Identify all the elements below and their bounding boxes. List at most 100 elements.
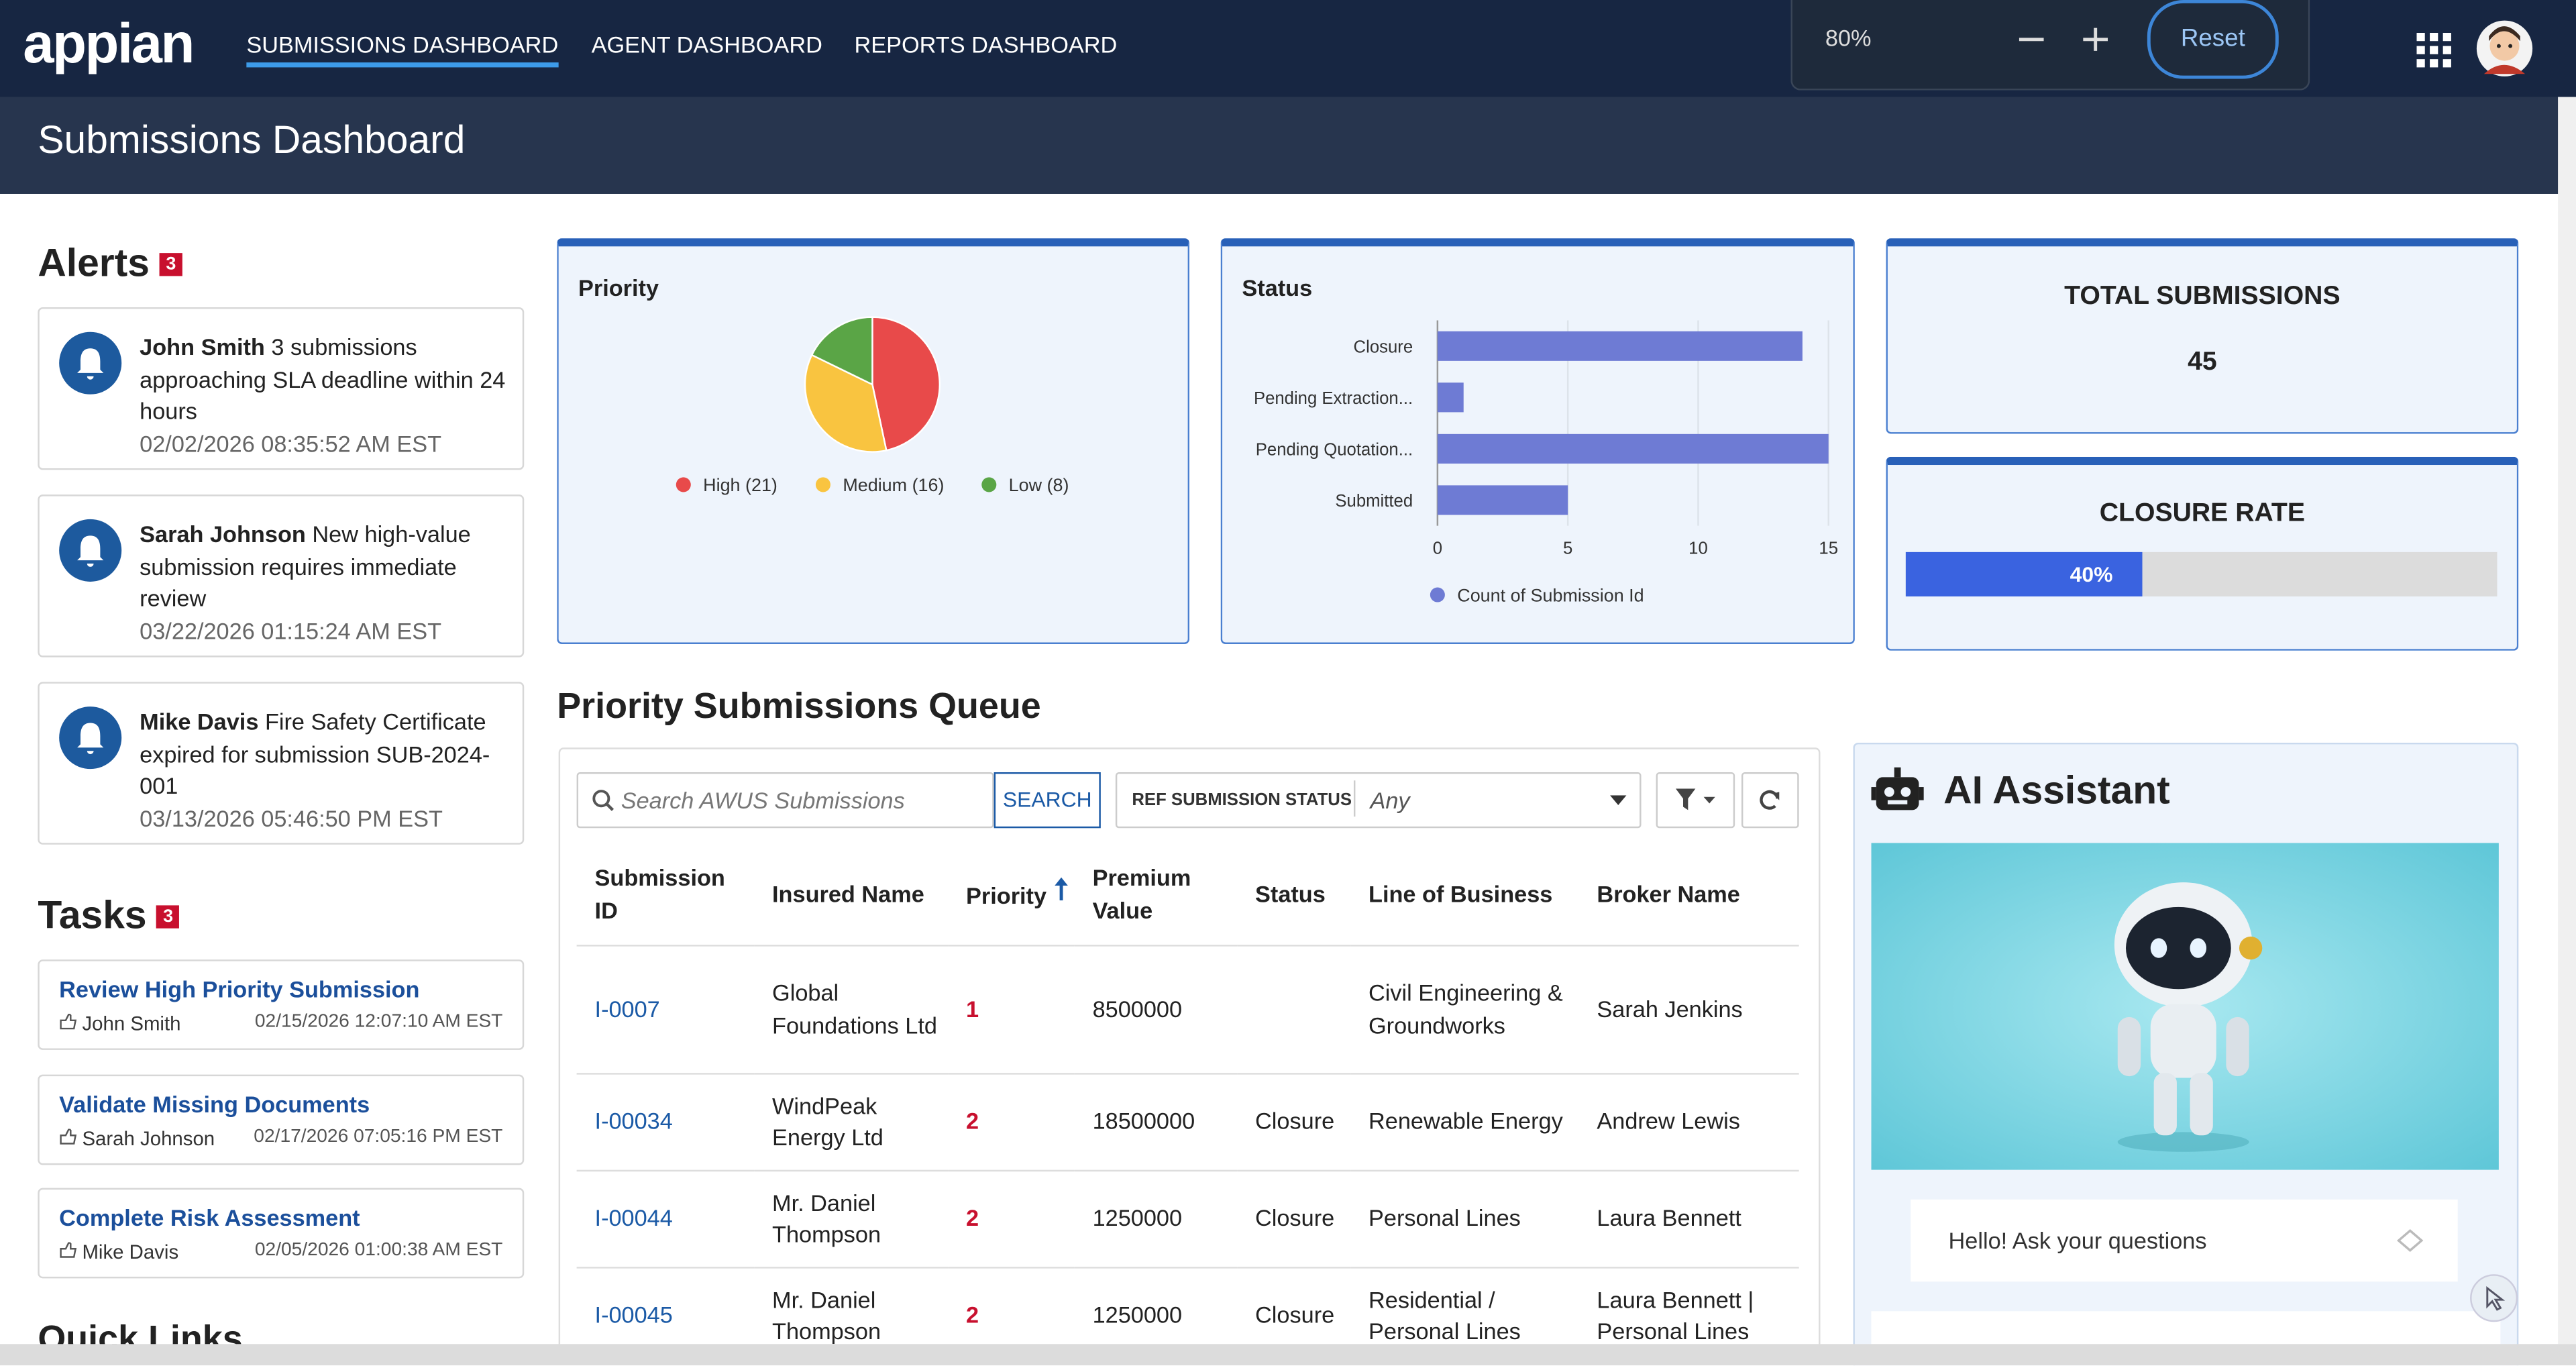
pie-chart: Priority High (21) Medium (16) Low (8) bbox=[578, 276, 1069, 495]
alert-name: Mike Davis bbox=[140, 708, 259, 735]
table-cell: Closure bbox=[1237, 1170, 1351, 1269]
tasks-count: 3 bbox=[156, 905, 180, 929]
dropdown-arrow bbox=[1610, 795, 1627, 806]
table-body: I-0007 Global Foundations Ltd 1 8500000 Civi… bbox=[576, 945, 1799, 1357]
logo[interactable]: appian bbox=[23, 13, 195, 76]
status-filter[interactable]: REF SUBMISSION STATUS Any bbox=[1115, 772, 1642, 829]
task-card[interactable]: Complete Risk Assessment Mike Davis 02/05/… bbox=[38, 1188, 525, 1279]
alert-text: Sarah Johnson New high-value submission … bbox=[140, 519, 509, 647]
x-tick-label: 15 bbox=[1819, 539, 1838, 558]
table-cell: 1250000 bbox=[1074, 1267, 1238, 1357]
robot-image bbox=[1871, 843, 2499, 1170]
scrollbar[interactable] bbox=[2558, 97, 2576, 1345]
table-cell[interactable]: I-00034 bbox=[576, 1073, 755, 1172]
x-tick-label: 0 bbox=[1433, 539, 1442, 558]
column-header: Line of Business bbox=[1350, 843, 1579, 947]
task-user-name: Sarah Johnson bbox=[82, 1127, 215, 1151]
filter-icon bbox=[1675, 788, 1715, 810]
task-card[interactable]: Validate Missing Documents Sarah Johnson 0… bbox=[38, 1074, 525, 1165]
table-cell: 2 bbox=[948, 1170, 1075, 1269]
task-time: 02/17/2026 07:05:16 PM EST bbox=[254, 1127, 503, 1147]
avatar[interactable] bbox=[2476, 19, 2534, 77]
refresh-button[interactable] bbox=[1741, 772, 1799, 829]
bell-icon bbox=[59, 519, 122, 582]
alerts-title: Alerts bbox=[38, 242, 150, 286]
reset-button[interactable]: Reset bbox=[2147, 0, 2279, 79]
table-cell: Residential / Personal Lines bbox=[1350, 1267, 1579, 1357]
alert-text: Mike Davis Fire Safety Certificate expir… bbox=[140, 706, 509, 835]
task-title[interactable]: Review High Priority Submission bbox=[59, 976, 420, 1002]
cursor-button[interactable] bbox=[2469, 1273, 2518, 1322]
send-icon[interactable] bbox=[2397, 1229, 2424, 1252]
legend-marker bbox=[676, 477, 691, 492]
queue-panel: Search AWUS Submissions SEARCH REF SUBMI… bbox=[558, 747, 1821, 1359]
nav-tab[interactable]: REPORTS DASHBOARD bbox=[854, 31, 1118, 58]
table-cell: WindPeak Energy Ltd bbox=[754, 1073, 949, 1172]
status-card: Status 0 5 10 15 Closure Pending Extraction...… bbox=[1220, 238, 1855, 645]
table-row: I-00034 WindPeak Energy Ltd 2 18500000 Closu… bbox=[576, 1073, 1799, 1172]
task-title[interactable]: Validate Missing Documents bbox=[59, 1091, 370, 1118]
table-cell bbox=[1237, 945, 1351, 1075]
table-row: I-0007 Global Foundations Ltd 1 8500000 Civi… bbox=[576, 945, 1799, 1075]
column-header: Broker Name bbox=[1578, 843, 1799, 947]
legend-marker bbox=[815, 477, 830, 492]
x-tick-label: 10 bbox=[1688, 539, 1708, 558]
bar bbox=[1437, 382, 1464, 413]
alert-name: John Smith bbox=[140, 333, 265, 360]
page-header: Submissions Dashboard bbox=[0, 97, 2560, 194]
alert-message: 3 submissions approaching SLA deadline w… bbox=[140, 333, 506, 424]
table-cell: 2 bbox=[948, 1073, 1075, 1172]
table-cell[interactable]: I-00045 bbox=[576, 1267, 755, 1357]
legend-label: Medium (16) bbox=[843, 475, 944, 495]
total-card: TOTAL SUBMISSIONS 45 bbox=[1886, 238, 2519, 434]
table-cell: Sarah Jenkins bbox=[1578, 945, 1799, 1075]
column-header: Premium Value bbox=[1074, 843, 1238, 947]
search-box[interactable]: Search AWUS Submissions bbox=[576, 772, 994, 829]
search-placeholder: Search AWUS Submissions bbox=[621, 787, 905, 814]
x-tick-label: 5 bbox=[1563, 539, 1572, 558]
column-header-label: Line of Business bbox=[1368, 880, 1553, 907]
table-cell[interactable]: I-0007 bbox=[576, 945, 755, 1075]
search-icon bbox=[592, 790, 614, 811]
alert-message: New high-value submission requires immed… bbox=[140, 521, 471, 612]
table-row: I-00045 Mr. Daniel Thompson 2 1250000 Closur… bbox=[576, 1267, 1799, 1357]
column-header-label: Premium Value bbox=[1092, 864, 1191, 924]
legend-label: High (21) bbox=[703, 475, 777, 495]
table-header-row: Submission ID Insured Name Priority Premium… bbox=[576, 843, 1799, 947]
nav-tab[interactable]: SUBMISSIONS DASHBOARD bbox=[246, 32, 559, 68]
column-header: Priority bbox=[948, 843, 1075, 947]
task-user: Sarah Johnson bbox=[59, 1127, 215, 1150]
queue-table: Submission ID Insured Name Priority Premium… bbox=[576, 843, 1799, 1357]
table-cell: 8500000 bbox=[1074, 945, 1238, 1075]
table-cell[interactable]: I-00044 bbox=[576, 1170, 755, 1269]
column-header-label: Status bbox=[1255, 880, 1326, 907]
robot-icon bbox=[1871, 767, 1924, 810]
ai-title: AI Assistant bbox=[1943, 769, 2170, 814]
table-cell: 2 bbox=[948, 1267, 1075, 1357]
alert-text: John Smith 3 submissions approaching SLA… bbox=[140, 332, 509, 460]
task-user-name: Mike Davis bbox=[82, 1240, 179, 1264]
chat-input[interactable]: Hello! Ask your questions bbox=[1911, 1199, 2458, 1282]
alert-name: Sarah Johnson bbox=[140, 521, 306, 547]
alert-card: Mike Davis Fire Safety Certificate expir… bbox=[38, 682, 525, 845]
task-time: 02/15/2026 12:07:10 AM EST bbox=[254, 1012, 503, 1032]
table-cell: 18500000 bbox=[1074, 1073, 1238, 1172]
task-title[interactable]: Complete Risk Assessment bbox=[59, 1204, 360, 1231]
filter-button[interactable] bbox=[1656, 772, 1735, 829]
nav-tab[interactable]: AGENT DASHBOARD bbox=[591, 31, 822, 58]
y-tick-label: Closure bbox=[1354, 338, 1413, 357]
refresh-icon bbox=[1760, 790, 1780, 810]
alerts-count: 3 bbox=[159, 253, 183, 276]
task-card[interactable]: Review High Priority Submission John Smit… bbox=[38, 959, 525, 1050]
tasks-title: Tasks bbox=[38, 894, 147, 939]
search-button[interactable]: SEARCH bbox=[994, 772, 1101, 829]
zoom-controls[interactable] bbox=[2019, 26, 2108, 52]
closure-card: CLOSURE RATE 40% bbox=[1886, 456, 2519, 651]
progress-track: 40% bbox=[1905, 551, 2498, 596]
table-cell: Laura Bennett bbox=[1578, 1170, 1799, 1269]
alert-message: Fire Safety Certificate expired for subm… bbox=[140, 708, 490, 799]
apps-icon[interactable] bbox=[2416, 32, 2453, 69]
table-cell: Closure bbox=[1237, 1073, 1351, 1172]
